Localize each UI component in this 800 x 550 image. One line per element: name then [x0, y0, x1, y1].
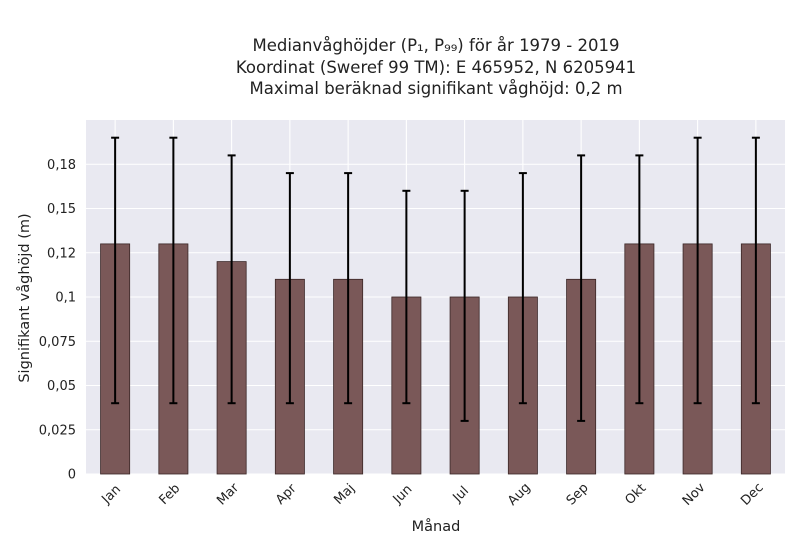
error-bar-dec — [751, 136, 760, 405]
x-tick-label-mar: Mar — [214, 480, 242, 508]
x-tick-label-jun: Jun — [390, 482, 416, 508]
x-tick-label-nov: Nov — [680, 480, 709, 509]
chart-title: Medianvåghöjder (P₁, P₉₉) för år 1979 - … — [236, 36, 636, 98]
x-tick-labels: Jan Feb Mar Apr Maj Jun Jul Aug Sep Okt Nov Dec — [99, 480, 767, 509]
title-line-3: Maximal beräknad signifikant våghöjd: 0,… — [249, 79, 622, 98]
x-axis-label: Månad — [412, 518, 461, 535]
x-tick-label-jan: Jan — [99, 482, 124, 507]
x-tick-label-aug: Aug — [505, 480, 534, 509]
y-tick-label: 0,025 — [39, 423, 76, 438]
y-tick-label: 0,075 — [39, 335, 76, 350]
error-bar-feb — [169, 136, 178, 405]
title-line-1: Medianvåghöjder (P₁, P₉₉) för år 1979 - … — [252, 36, 619, 55]
error-bar-jan — [111, 136, 120, 405]
x-tick-label-okt: Okt — [623, 481, 650, 508]
error-bar-jun — [402, 189, 411, 405]
y-axis-label: Signifikant våghöjd (m) — [16, 213, 33, 382]
y-tick-label: 0,1 — [55, 291, 76, 306]
x-tick-label-jul: Jul — [450, 484, 472, 506]
error-bar-apr — [285, 172, 294, 405]
y-tick-label: 0,18 — [47, 158, 76, 173]
error-bar-mar — [227, 154, 236, 405]
error-bars — [111, 136, 760, 422]
error-bar-jul — [460, 189, 469, 422]
y-tick-label: 0,12 — [47, 246, 76, 261]
x-tick-label-dec: Dec — [738, 480, 766, 508]
x-tick-label-feb: Feb — [156, 481, 183, 508]
y-tick-label: 0 — [68, 468, 76, 483]
error-bar-sep — [577, 154, 586, 422]
x-tick-label-sep: Sep — [564, 481, 592, 509]
y-tick-label: 0,15 — [47, 202, 76, 217]
error-bar-nov — [693, 136, 702, 405]
error-bar-okt — [635, 154, 644, 405]
error-bar-aug — [518, 172, 527, 405]
y-tick-label: 0,05 — [47, 379, 76, 394]
y-tick-labels: 0 0,025 0,05 0,075 0,1 0,12 0,15 0,18 — [39, 158, 76, 483]
title-line-2: Koordinat (Sweref 99 TM): E 465952, N 62… — [236, 58, 636, 77]
x-tick-label-apr: Apr — [273, 481, 300, 508]
x-tick-label-maj: Maj — [331, 481, 358, 508]
error-bar-maj — [344, 172, 353, 405]
